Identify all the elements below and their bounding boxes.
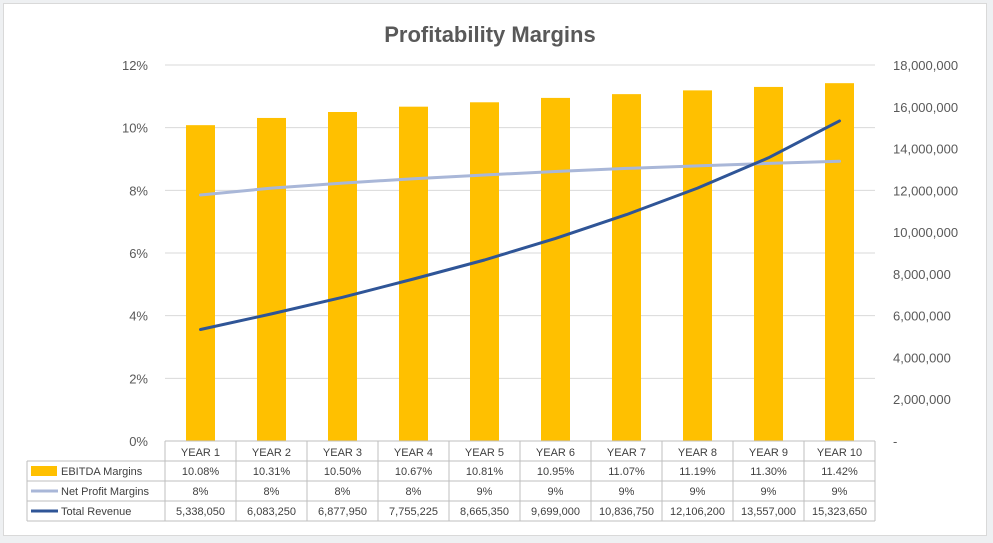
right-axis-tick-label: -: [893, 434, 897, 449]
total-revenue-line: [199, 119, 841, 331]
category-label: YEAR 1: [181, 447, 220, 459]
data-table-cell: 11.19%: [679, 466, 716, 478]
category-label: YEAR 7: [607, 447, 646, 459]
data-table-cell: 9%: [690, 486, 706, 498]
category-label: YEAR 2: [252, 447, 291, 459]
data-table-cell: 10.08%: [182, 466, 220, 478]
data-table-cell: 8%: [406, 486, 422, 498]
data-table-cell: 9%: [619, 486, 635, 498]
ebitda-bar: [683, 90, 712, 441]
data-table-cell: 8%: [193, 486, 209, 498]
left-axis-tick-label: 2%: [129, 371, 148, 386]
data-table-cell: 9%: [761, 486, 777, 498]
category-label: YEAR 4: [394, 447, 433, 459]
data-table-cell: 9%: [832, 486, 848, 498]
data-table-cell: 11.07%: [608, 466, 645, 478]
data-table-cell: 7,755,225: [389, 506, 438, 518]
category-label: YEAR 3: [323, 447, 362, 459]
legend-label: Total Revenue: [61, 506, 131, 518]
data-table-cell: 8,665,350: [460, 506, 509, 518]
ebitda-bar: [541, 97, 570, 442]
category-label: YEAR 8: [678, 447, 717, 459]
data-table-cell: 5,338,050: [176, 506, 225, 518]
data-table-cell: 6,083,250: [247, 506, 296, 518]
data-table-cell: 10,836,750: [599, 506, 654, 518]
category-label: YEAR 10: [817, 447, 862, 459]
left-axis-tick-label: 6%: [129, 246, 148, 261]
data-table-cell: 13,557,000: [741, 506, 796, 518]
right-axis-tick-label: 18,000,000: [893, 58, 958, 73]
category-label: YEAR 9: [749, 447, 788, 459]
legend-label: EBITDA Margins: [61, 466, 143, 478]
ebitda-bar: [399, 106, 428, 441]
data-table-cell: 9%: [548, 486, 564, 498]
right-axis-tick-label: 8,000,000: [893, 267, 951, 282]
right-axis-tick-label: 10,000,000: [893, 225, 958, 240]
category-label: YEAR 6: [536, 447, 575, 459]
data-table-cell: 10.95%: [537, 466, 575, 478]
right-axis-tick-label: 12,000,000: [893, 183, 958, 198]
data-table-cell: 10.31%: [253, 466, 291, 478]
right-axis-tick-label: 6,000,000: [893, 309, 951, 324]
right-axis-tick-label: 16,000,000: [893, 100, 958, 115]
left-axis-tick-label: 4%: [129, 309, 148, 324]
ebitda-bar: [825, 83, 854, 441]
net-profit-margins-line: [199, 159, 841, 197]
data-table-cell: 10.67%: [395, 466, 433, 478]
data-table-cell: 11.42%: [821, 466, 858, 478]
left-axis-tick-label: 10%: [122, 121, 148, 136]
ebitda-bar: [328, 112, 357, 441]
chart-title: Profitability Margins: [384, 22, 595, 47]
legend-label: Net Profit Margins: [61, 486, 150, 498]
data-table-cell: 10.81%: [466, 466, 504, 478]
right-axis-tick-label: 4,000,000: [893, 350, 951, 365]
right-axis-tick-label: 14,000,000: [893, 142, 958, 157]
data-table-cell: 8%: [335, 486, 351, 498]
data-table-cell: 9,699,000: [531, 506, 580, 518]
data-table-cell: 6,877,950: [318, 506, 367, 518]
data-table-cell: 11.30%: [750, 466, 787, 478]
data-table-cell: 15,323,650: [812, 506, 867, 518]
data-table-cell: 12,106,200: [670, 506, 725, 518]
ebitda-bar: [186, 125, 215, 441]
ebitda-bar: [612, 94, 641, 441]
right-axis-tick-label: 2,000,000: [893, 392, 951, 407]
data-table-cell: 10.50%: [324, 466, 362, 478]
ebitda-bar: [754, 86, 783, 441]
category-label: YEAR 5: [465, 447, 504, 459]
ebitda-bar: [470, 102, 499, 441]
ebitda-bar: [257, 117, 286, 441]
data-table-cell: 8%: [264, 486, 280, 498]
left-axis-tick-label: 8%: [129, 183, 148, 198]
data-table-cell: 9%: [477, 486, 493, 498]
left-axis-tick-label: 0%: [129, 434, 148, 449]
legend-key-ebitda-margins: [31, 466, 57, 476]
left-axis-tick-label: 12%: [122, 58, 148, 73]
